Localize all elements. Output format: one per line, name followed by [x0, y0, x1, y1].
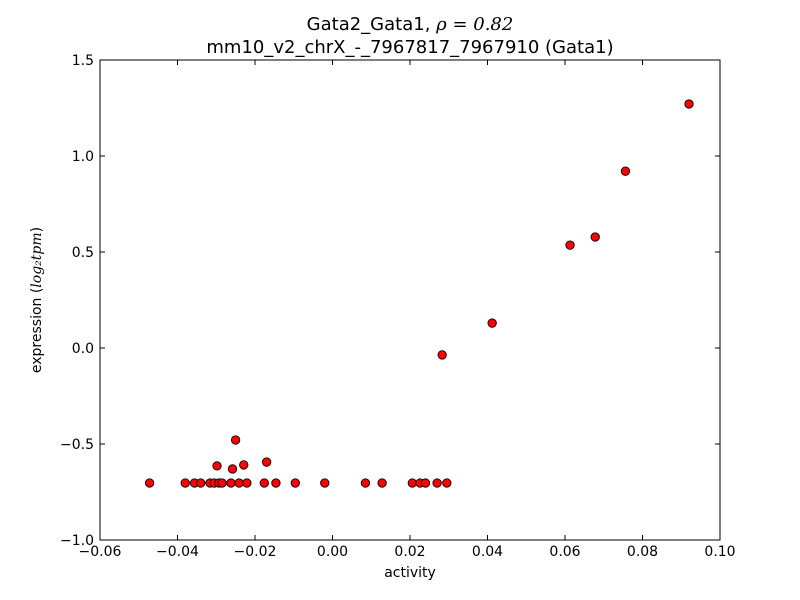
x-tick-label: −0.02	[234, 544, 277, 560]
data-point	[259, 478, 269, 488]
chart-title: Gata2_Gata1, ρ = 0.82 mm10_v2_chrX_-_796…	[206, 14, 613, 58]
data-point	[196, 478, 206, 488]
data-point	[442, 478, 452, 488]
data-point	[420, 478, 431, 488]
data-points	[144, 99, 694, 488]
data-point	[432, 478, 442, 488]
data-point	[242, 478, 252, 488]
data-point	[217, 478, 227, 488]
data-point	[271, 478, 281, 488]
chart-title-line1: Gata2_Gata1, ρ = 0.82	[307, 14, 514, 35]
x-tick-label: 0.04	[472, 544, 503, 560]
plot-frame	[99, 59, 721, 541]
data-point	[226, 478, 236, 488]
y-tick-label: 0.5	[72, 245, 94, 261]
data-point	[565, 240, 575, 250]
data-point	[261, 457, 272, 467]
y-tick-label: 1.5	[72, 53, 94, 69]
y-tick-label: 1.0	[72, 149, 94, 165]
y-axis-label: expression (log₂tpm)	[29, 227, 45, 373]
x-tick-label: 0.10	[704, 544, 735, 560]
x-tick-label: 0.08	[627, 544, 658, 560]
x-tick-label: −0.06	[79, 544, 122, 560]
data-point	[320, 478, 330, 488]
x-tick-label: −0.04	[156, 544, 199, 560]
y-tick-label: −1.0	[60, 533, 94, 549]
data-point	[290, 478, 300, 488]
data-point	[360, 478, 371, 488]
x-tick-label: 0.00	[317, 544, 348, 560]
data-point	[487, 318, 497, 328]
y-tick-label: 0.0	[72, 341, 94, 357]
x-axis-label: activity	[384, 565, 436, 581]
x-tick-label: 0.06	[549, 544, 580, 560]
data-point	[212, 461, 222, 471]
data-point	[684, 99, 694, 109]
y-tick-label: −0.5	[60, 437, 94, 453]
data-point	[234, 478, 244, 488]
data-point	[377, 478, 387, 488]
data-point	[144, 478, 155, 488]
data-point	[620, 166, 631, 176]
data-point	[437, 350, 447, 360]
data-point	[407, 478, 417, 488]
data-point	[590, 232, 600, 242]
data-point	[227, 464, 238, 474]
chart-title-line2: mm10_v2_chrX_-_7967817_7967910 (Gata1)	[206, 37, 613, 58]
data-point	[180, 478, 190, 488]
plot-area	[100, 60, 720, 540]
x-tick-label: 0.02	[394, 544, 425, 560]
axis-ticks: −0.06 −0.04 −0.02 0.00 0.02 0.04 0.06 0.08 0.10 −…	[60, 53, 736, 560]
data-point	[239, 460, 249, 470]
data-point	[230, 435, 241, 445]
